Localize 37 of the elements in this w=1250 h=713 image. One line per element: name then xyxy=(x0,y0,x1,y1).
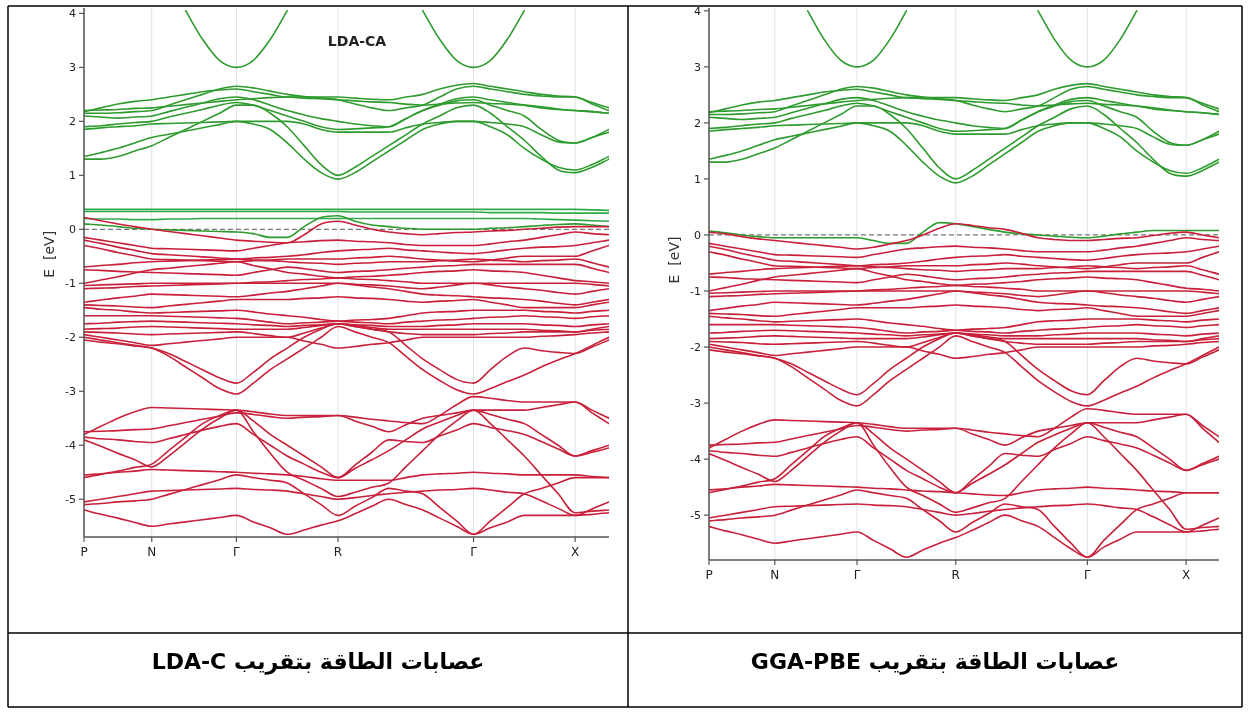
x-tick-label: Γ xyxy=(470,545,478,559)
y-tick-label: 1 xyxy=(694,172,701,186)
x-tick-label: Γ xyxy=(853,568,861,582)
x-tick-label: N xyxy=(770,568,780,582)
y-axis-title: E [eV] xyxy=(41,230,57,278)
y-tick-label: -3 xyxy=(65,385,76,399)
y-tick-label: 4 xyxy=(694,4,701,18)
y-tick-label: -5 xyxy=(690,509,701,523)
y-tick-label: -5 xyxy=(65,493,76,507)
y-tick-label: -4 xyxy=(65,439,76,453)
text: عصابات الطاقة بتقريب LDA-C xyxy=(151,649,485,675)
x-tick-label: R xyxy=(333,545,343,559)
y-axis-title: E [eV] xyxy=(666,236,682,284)
y-tick-label: 0 xyxy=(69,223,76,237)
y-tick-label: -4 xyxy=(690,453,701,467)
y-tick-label: 4 xyxy=(69,7,76,21)
y-tick-label: -3 xyxy=(690,397,701,411)
y-tick-label: 2 xyxy=(69,115,76,129)
y-tick-label: 3 xyxy=(69,61,76,75)
text: عصابات الطاقة بتقريب GGA-PBE xyxy=(750,649,1120,675)
y-tick-label: 2 xyxy=(694,116,701,130)
y-tick-label: -1 xyxy=(690,285,701,299)
x-tick-label: N xyxy=(147,545,157,559)
x-tick-label: X xyxy=(1181,568,1191,582)
x-tick-label: P xyxy=(80,545,88,559)
x-tick-label: X xyxy=(571,545,580,559)
y-tick-label: -2 xyxy=(65,331,76,345)
y-tick-label: 0 xyxy=(694,228,701,242)
y-tick-label: 3 xyxy=(694,60,701,74)
x-tick-label: R xyxy=(951,568,960,582)
x-tick-label: Γ xyxy=(233,545,241,559)
annotation: LDA-CA xyxy=(327,33,387,49)
y-tick-label: -2 xyxy=(690,341,701,355)
x-tick-label: P xyxy=(705,568,713,582)
y-tick-label: -1 xyxy=(65,277,76,291)
x-tick-label: Γ xyxy=(1084,568,1092,582)
y-tick-label: 1 xyxy=(69,169,76,183)
